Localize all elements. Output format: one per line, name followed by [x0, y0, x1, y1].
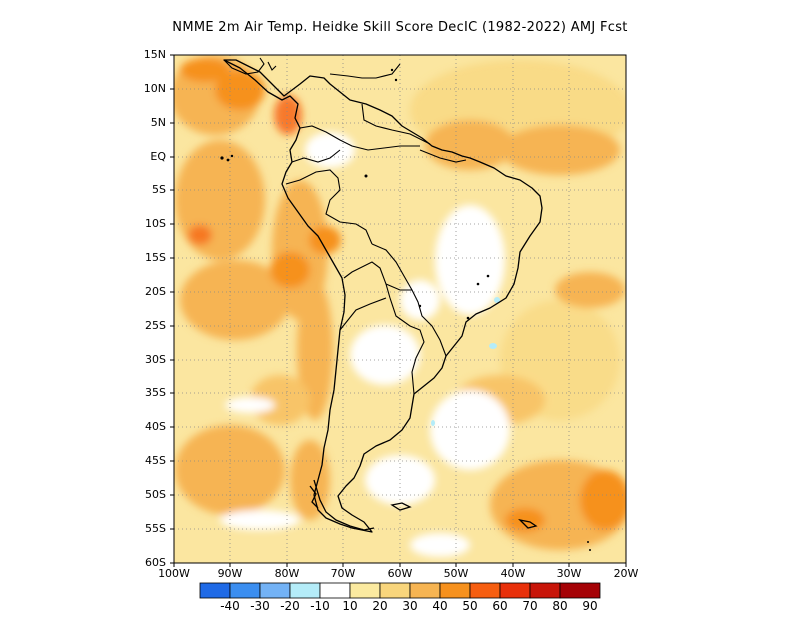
lat-label: 15N [143, 48, 166, 61]
colorbar-label: 70 [522, 599, 538, 613]
colorbar-label: 80 [552, 599, 568, 613]
colorbar-bin [199, 582, 231, 599]
colorbar-label: -40 [220, 599, 240, 613]
lat-label: 15S [145, 251, 166, 264]
colorbar-bin [499, 582, 531, 599]
colorbar-bin [469, 582, 501, 599]
skill-field [174, 55, 626, 563]
negative-skill-patch [494, 297, 500, 303]
colorbar-label: 20 [372, 599, 388, 613]
figure-title: NMME 2m Air Temp. Heidke Skill Score Dec… [172, 20, 628, 35]
lon-label: 20W [613, 567, 639, 580]
colorbar-label: -20 [280, 599, 300, 613]
lon-label: 30W [556, 567, 582, 580]
lat-label: 10S [145, 217, 166, 230]
lat-label: 25S [145, 319, 166, 332]
gridlines [174, 55, 626, 563]
colorbar-bin [559, 582, 601, 599]
lat-label: 40S [145, 420, 166, 433]
colorbar-label: -30 [250, 599, 270, 613]
lat-label: 35S [145, 386, 166, 399]
lat-label: 20S [145, 285, 166, 298]
colorbar-label: 40 [432, 599, 448, 613]
lon-label: 90W [217, 567, 243, 580]
lat-label: 30S [145, 353, 166, 366]
field-blobs [174, 55, 626, 557]
lon-label: 40W [500, 567, 526, 580]
negative-skill-patch [431, 420, 435, 426]
colorbar-bin [289, 582, 321, 599]
lon-label: 100W [158, 567, 190, 580]
lon-label: 50W [443, 567, 469, 580]
colorbar-bin [529, 582, 561, 599]
lat-label: 5S [152, 183, 166, 196]
colorbar-label: 60 [492, 599, 508, 613]
lon-label: 60W [387, 567, 413, 580]
colorbar-label: 10 [342, 599, 358, 613]
colorbar-label: 30 [402, 599, 418, 613]
colorbar-bin [409, 582, 441, 599]
lat-label: 10N [143, 82, 166, 95]
lat-label: 60S [145, 556, 166, 569]
country-borders [285, 103, 447, 395]
colorbar-bin [319, 582, 351, 599]
colorbar-bin [379, 582, 411, 599]
lat-label: 45S [145, 454, 166, 467]
south-america-coastline [223, 59, 543, 533]
negative-skill-patch [489, 343, 497, 349]
colorbar-bin [349, 582, 381, 599]
axis-ticks [170, 54, 627, 567]
lat-label: 5N [150, 116, 166, 129]
colorbar-bin [229, 582, 261, 599]
central-america [223, 57, 467, 163]
colorbar-bin [439, 582, 471, 599]
lon-label: 70W [330, 567, 356, 580]
lat-label: EQ [150, 150, 166, 163]
colorbar-bin [259, 582, 291, 599]
lat-label: 55S [145, 522, 166, 535]
colorbar-label: -10 [310, 599, 330, 613]
lat-label: 50S [145, 488, 166, 501]
colorbar-label: 90 [582, 599, 598, 613]
tierra-del-fuego [309, 479, 538, 531]
islands [220, 68, 591, 551]
colorbar-label: 50 [462, 599, 478, 613]
colorbar [199, 582, 601, 599]
lon-label: 80W [274, 567, 300, 580]
